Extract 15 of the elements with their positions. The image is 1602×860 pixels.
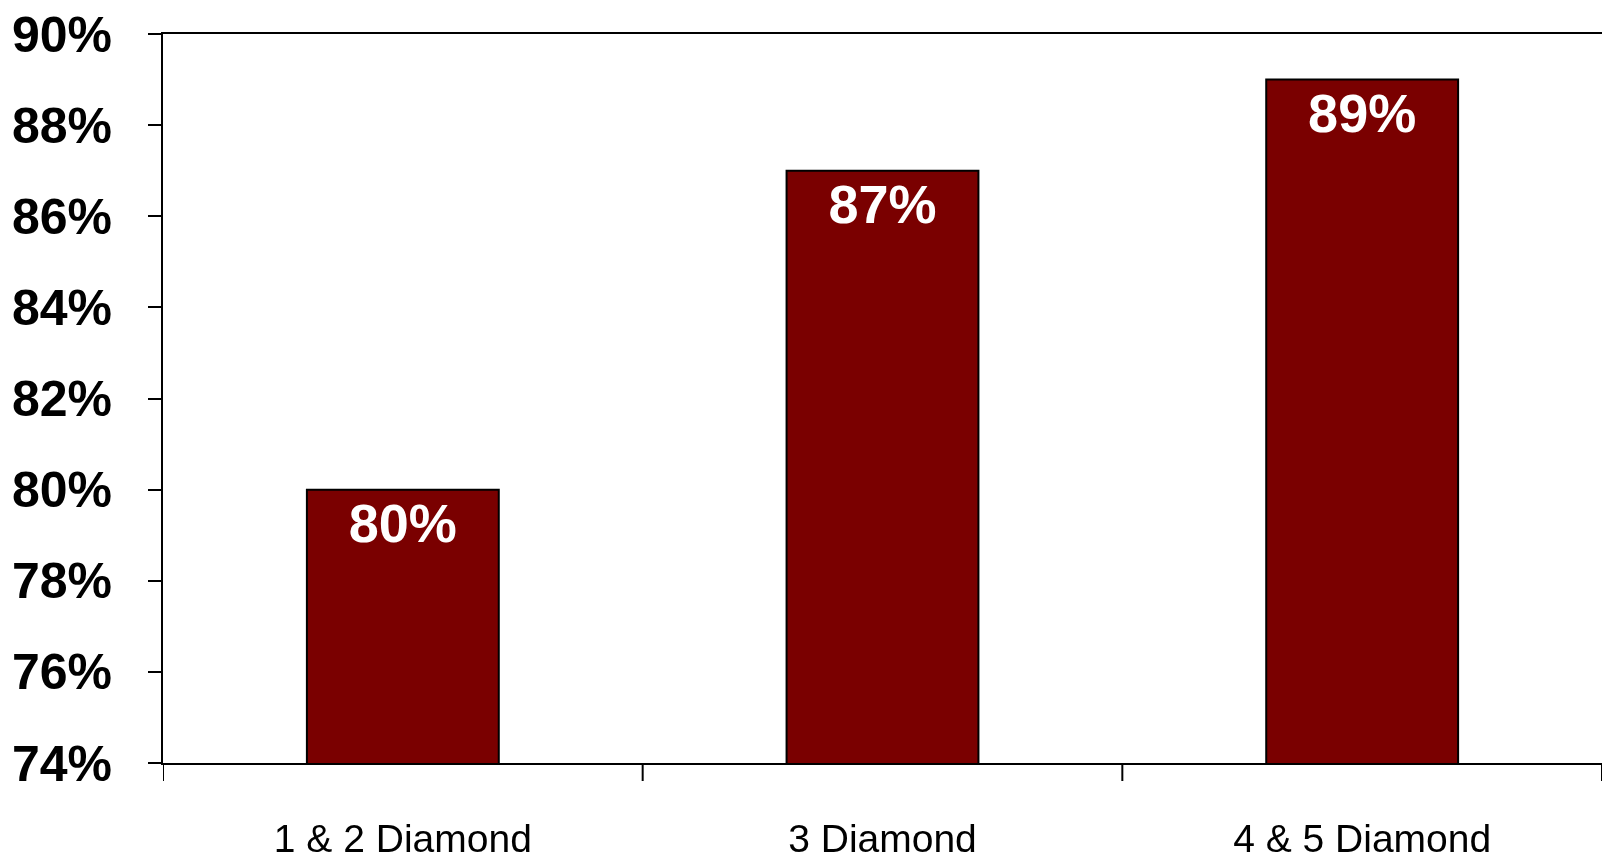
x-tick-label: 4 & 5 Diamond <box>1233 816 1492 860</box>
data-label: 87% <box>828 173 937 234</box>
y-tick-label: 80% <box>11 462 112 519</box>
x-tick-label: 3 Diamond <box>788 816 977 860</box>
y-tick-label: 84% <box>11 279 112 336</box>
y-tick-label: 88% <box>11 97 112 154</box>
y-tick-label: 76% <box>11 644 112 701</box>
y-tick-label: 82% <box>11 371 112 427</box>
y-tick-label: 74% <box>11 735 112 792</box>
data-label: 89% <box>1308 82 1417 143</box>
y-tick-label: 78% <box>11 553 112 610</box>
y-tick-label: 90% <box>11 6 112 63</box>
data-label: 80% <box>348 492 457 553</box>
y-tick-label: 86% <box>11 188 112 245</box>
x-tick-label: 1 & 2 Diamond <box>273 816 532 860</box>
